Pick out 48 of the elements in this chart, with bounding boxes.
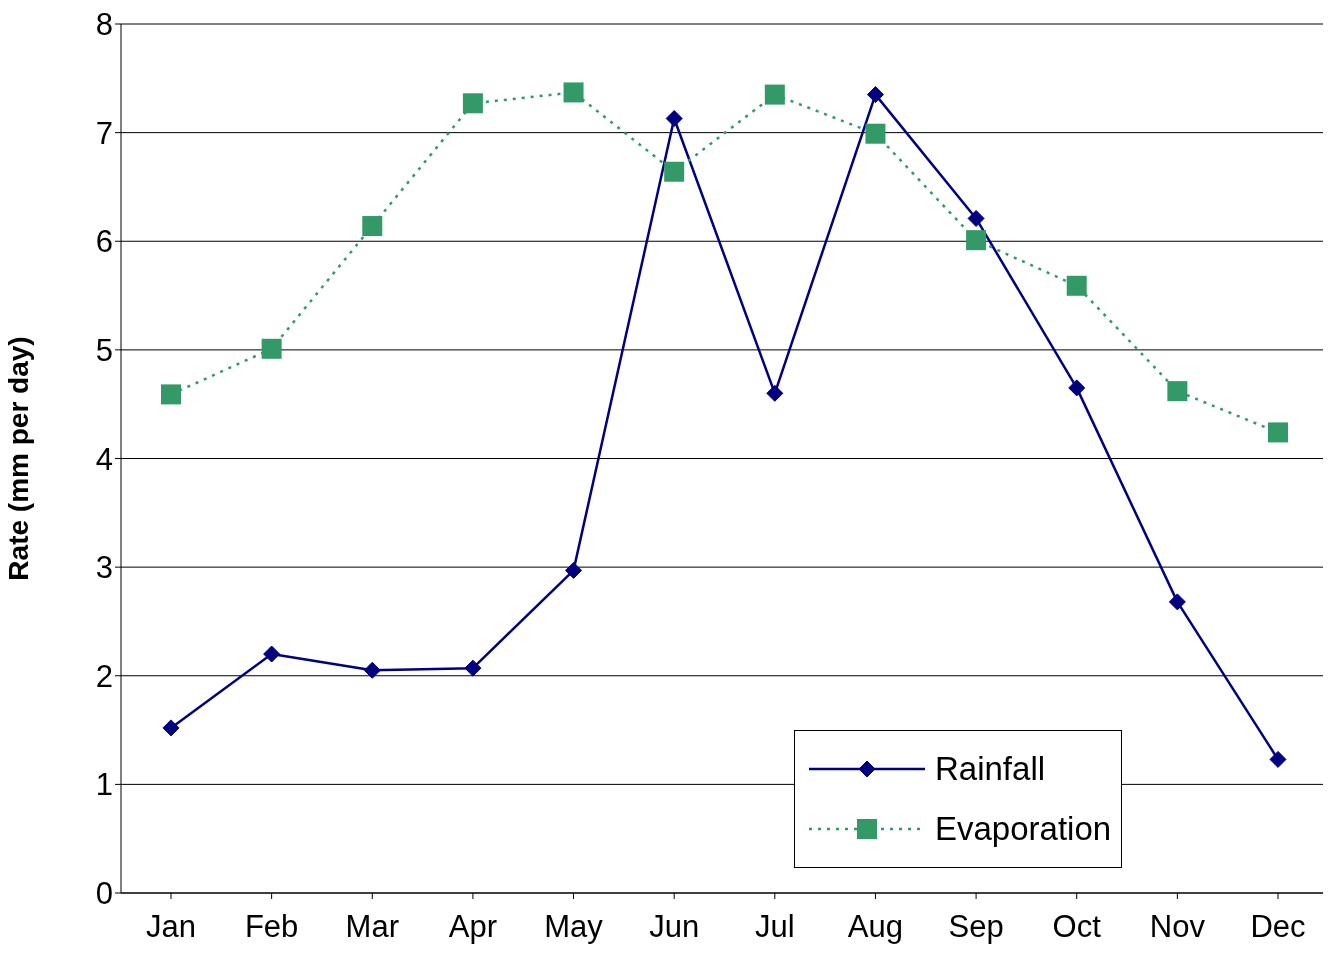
point [866, 86, 884, 104]
x-tick-label: Sep [948, 909, 1004, 945]
y-tick-label: 0 [95, 876, 113, 912]
x-tick-label: May [544, 909, 604, 945]
y-tick-label: 5 [95, 332, 113, 368]
point [664, 161, 685, 182]
point [1066, 275, 1087, 296]
y-tick-label: 1 [95, 767, 113, 803]
point [565, 561, 583, 579]
point [1167, 381, 1188, 402]
y-axis-title: Rate (mm per day) [2, 336, 34, 581]
x-tick-label: Mar [345, 909, 399, 945]
point [362, 216, 383, 237]
x-tick-label: Apr [448, 909, 498, 945]
y-tick-label: 3 [95, 550, 113, 586]
point [966, 230, 987, 251]
x-tick-label: Nov [1149, 909, 1206, 945]
point [967, 209, 985, 227]
point [1268, 422, 1288, 443]
x-tick-label: Jan [146, 909, 196, 945]
point [865, 123, 886, 144]
y-tick-label: 6 [95, 224, 113, 260]
x-tick-label: Feb [244, 909, 299, 945]
y-tick-label: 8 [95, 7, 113, 43]
y-tick-label: 4 [95, 441, 113, 477]
point [363, 661, 381, 679]
point [764, 84, 785, 105]
point [665, 110, 683, 127]
point [162, 719, 180, 737]
point [263, 645, 281, 663]
point [766, 384, 784, 402]
point [462, 93, 483, 114]
point [563, 82, 584, 103]
legend-label: Rainfall [935, 750, 1046, 788]
point [1269, 750, 1287, 768]
point [161, 384, 181, 405]
y-tick-label: 2 [95, 658, 113, 694]
x-tick-label: Jul [755, 909, 795, 945]
point [1168, 593, 1186, 611]
x-tick-label: Jun [649, 909, 700, 945]
x-tick-label: Dec [1250, 909, 1306, 945]
x-tick-label: Oct [1052, 909, 1102, 945]
x-tick-label: Aug [847, 909, 904, 945]
legend-label: Evaporation [935, 810, 1112, 848]
point [464, 659, 482, 677]
point [1068, 379, 1086, 397]
point [261, 338, 282, 359]
y-tick-label: 7 [95, 115, 113, 151]
